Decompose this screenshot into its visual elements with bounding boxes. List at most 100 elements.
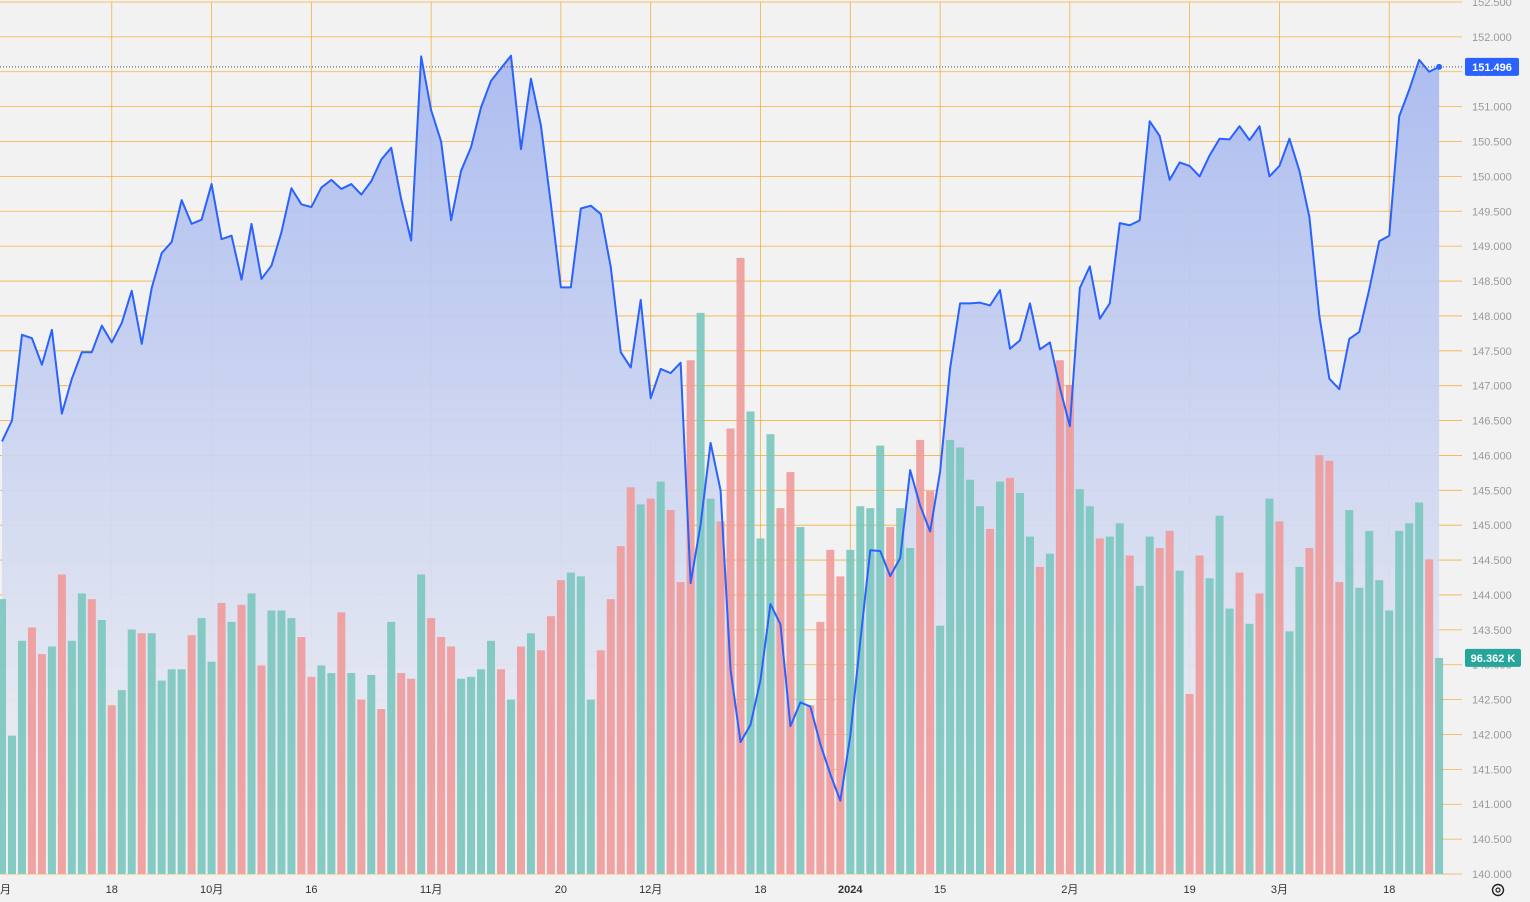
axis-badges: 151.496 96.362 K xyxy=(1465,57,1521,667)
price-tick-label: 146.500 xyxy=(1472,416,1512,428)
volume-bar xyxy=(1395,530,1404,874)
volume-bar xyxy=(17,640,26,874)
volume-bar xyxy=(297,637,306,874)
volume-bar xyxy=(247,593,256,874)
volume-bar xyxy=(377,709,386,874)
volume-bar xyxy=(197,618,206,874)
volume-bar xyxy=(596,650,605,874)
volume-bar xyxy=(7,735,16,874)
volume-bar xyxy=(97,619,106,874)
volume-bar xyxy=(307,676,316,874)
volume-bar xyxy=(397,673,406,874)
volume-bar xyxy=(746,411,755,874)
volume-bar xyxy=(1385,610,1394,874)
volume-bar xyxy=(1295,566,1304,874)
volume-bar xyxy=(457,678,466,874)
volume-bar xyxy=(686,360,695,874)
volume-bar xyxy=(447,646,456,874)
price-tick-label: 149.500 xyxy=(1472,206,1512,218)
volume-bar xyxy=(187,635,196,874)
volume-bar xyxy=(237,604,246,874)
price-tick-label: 146.000 xyxy=(1472,450,1512,462)
volume-bar xyxy=(876,445,885,874)
gear-icon-hub xyxy=(1495,887,1501,893)
volume-bar xyxy=(986,528,995,874)
volume-bar xyxy=(1305,547,1314,874)
volume-bar xyxy=(696,312,705,874)
axis-icons[interactable] xyxy=(1491,883,1505,897)
time-tick-label: 19 xyxy=(1183,884,1195,896)
volume-bar xyxy=(976,506,985,874)
volume-bar xyxy=(107,705,116,874)
price-tick-label: 150.000 xyxy=(1472,171,1512,183)
time-tick-label: 月 xyxy=(0,884,11,896)
time-tick-label: 18 xyxy=(1383,884,1395,896)
volume-bar xyxy=(1055,360,1064,874)
volume-bar xyxy=(1275,521,1284,874)
volume-bar xyxy=(1355,587,1364,874)
price-tick-label: 148.000 xyxy=(1472,311,1512,323)
time-tick-label: 18 xyxy=(106,884,118,896)
gear-icon[interactable] xyxy=(1491,883,1505,897)
time-tick-label: 20 xyxy=(555,884,567,896)
volume-bar xyxy=(77,593,86,874)
price-tick-label: 145.000 xyxy=(1472,520,1512,532)
volume-bar xyxy=(796,527,805,874)
price-tick-label: 152.500 xyxy=(1472,0,1512,9)
price-tick-label: 140.500 xyxy=(1472,834,1512,846)
price-tick-label: 148.500 xyxy=(1472,276,1512,288)
volume-bar xyxy=(47,646,56,874)
volume-bar xyxy=(926,491,935,874)
volume-bar xyxy=(1005,477,1014,874)
price-tick-label: 140.000 xyxy=(1472,869,1512,881)
volume-bar xyxy=(736,257,745,874)
volume-bar xyxy=(477,669,486,874)
volume-bar xyxy=(1085,506,1094,874)
last-volume-label: 96.362 K xyxy=(1471,653,1516,665)
volume-bar xyxy=(1285,631,1294,874)
price-axis[interactable]: 140.000 140.500 141.000 141.500 142.000 142.5… xyxy=(1472,0,1512,881)
price-tick-label: 142.000 xyxy=(1472,729,1512,741)
volume-bar xyxy=(646,498,655,874)
last-price-badge xyxy=(1465,57,1519,76)
volume-bar xyxy=(766,434,775,874)
volume-bar xyxy=(1245,623,1254,874)
volume-bar xyxy=(966,479,975,874)
volume-bar xyxy=(167,669,176,874)
volume-bar xyxy=(67,640,76,874)
volume-bar xyxy=(417,574,426,874)
time-tick-label: 18 xyxy=(754,884,766,896)
volume-bar xyxy=(846,549,855,874)
volume-bar xyxy=(327,673,336,874)
volume-bar xyxy=(0,599,6,874)
volume-bar xyxy=(1425,559,1434,874)
volume-bar xyxy=(147,633,156,874)
volume-bar xyxy=(826,549,835,874)
volume-bar xyxy=(706,498,715,874)
last-price-label: 151.496 xyxy=(1472,62,1512,74)
volume-bar xyxy=(437,637,446,874)
volume-bar xyxy=(666,510,675,874)
volume-bar xyxy=(1115,523,1124,874)
volume-bar xyxy=(57,574,66,874)
volume-bar xyxy=(1145,536,1154,874)
time-axis[interactable]: 月 18 10月 16 11月 20 12月 18 2024 15 2月 19 3月 18 xyxy=(0,884,1395,896)
volume-bar xyxy=(1345,510,1354,874)
time-tick-label: 2024 xyxy=(838,884,863,896)
volume-bar xyxy=(1165,530,1174,874)
volume-bar xyxy=(367,674,376,874)
volume-bar xyxy=(916,439,925,874)
volume-bar xyxy=(87,599,96,874)
volume-bar xyxy=(896,508,905,874)
time-tick-label: 10月 xyxy=(200,884,223,896)
volume-bar xyxy=(1155,547,1164,874)
volume-bar xyxy=(1035,566,1044,874)
volume-bar xyxy=(856,506,865,874)
volume-bar xyxy=(337,612,346,874)
volume-bar xyxy=(1095,538,1104,874)
volume-bar xyxy=(996,481,1004,874)
volume-bar xyxy=(656,481,665,874)
price-tick-label: 150.500 xyxy=(1472,137,1512,149)
